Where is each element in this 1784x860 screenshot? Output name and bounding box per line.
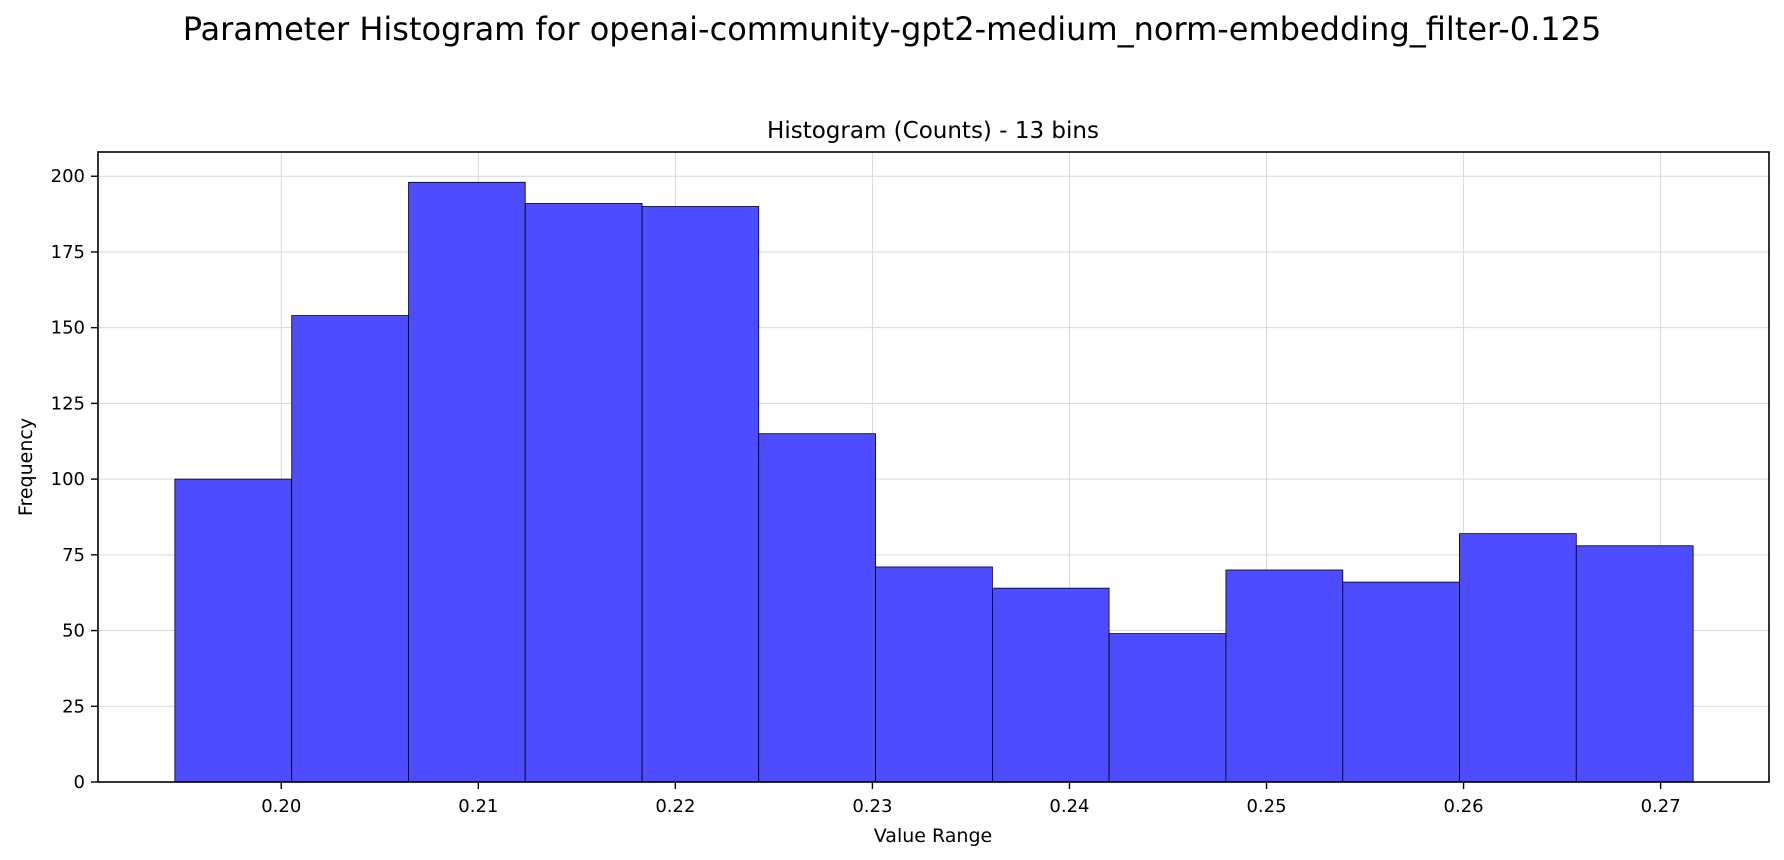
- histogram-bar: [1342, 581, 1460, 783]
- y-tick-label: 125: [51, 393, 85, 414]
- figure-title: Parameter Histogram for openai-community…: [183, 10, 1602, 48]
- x-tick-label: 0.26: [1444, 796, 1484, 817]
- y-tick-label: 150: [51, 318, 85, 339]
- histogram-bar: [291, 315, 409, 783]
- x-tick-label: 0.27: [1641, 796, 1681, 817]
- y-tick-label: 175: [51, 242, 85, 263]
- y-tick-label: 75: [62, 545, 85, 566]
- y-tick-label: 50: [62, 621, 85, 642]
- histogram-bar: [1108, 633, 1227, 783]
- x-tick-label: 0.25: [1246, 796, 1286, 817]
- histogram-bar: [758, 433, 876, 783]
- plot-area: 0.20 0.21 0.22 0.23 0.24 0.25 0.26 0.27 0 25 50 75…: [51, 151, 1770, 817]
- x-tick-label: 0.21: [458, 796, 498, 817]
- histogram-bars: [174, 181, 1694, 783]
- y-tick-label: 100: [51, 469, 85, 490]
- x-tick-label: 0.23: [852, 796, 892, 817]
- axes-frame: [97, 151, 1770, 783]
- x-tick-label: 0.22: [655, 796, 695, 817]
- histogram-bar: [1225, 569, 1344, 783]
- x-tick-label: 0.20: [261, 796, 301, 817]
- y-axis-ticks: 0 25 50 75 100 125 150 175 200: [51, 166, 98, 793]
- histogram-bar: [875, 566, 993, 783]
- histogram-bar: [992, 587, 1110, 783]
- histogram-bar: [1575, 545, 1694, 783]
- histogram-bar: [1459, 533, 1577, 783]
- x-axis-ticks: 0.20 0.21 0.22 0.23 0.24 0.25 0.26 0.27: [261, 782, 1681, 817]
- histogram-bar: [408, 181, 526, 783]
- histogram-bar: [641, 206, 760, 783]
- x-axis-label: Value Range: [874, 825, 992, 847]
- x-tick-label: 0.24: [1049, 796, 1089, 817]
- chart-title: Histogram (Counts) - 13 bins: [767, 118, 1099, 144]
- histogram-bar: [174, 478, 293, 783]
- y-tick-label: 200: [51, 166, 85, 187]
- y-axis-label: Frequency: [15, 418, 37, 516]
- y-tick-label: 25: [62, 696, 85, 717]
- y-tick-label: 0: [74, 772, 85, 793]
- histogram-bar: [524, 203, 643, 783]
